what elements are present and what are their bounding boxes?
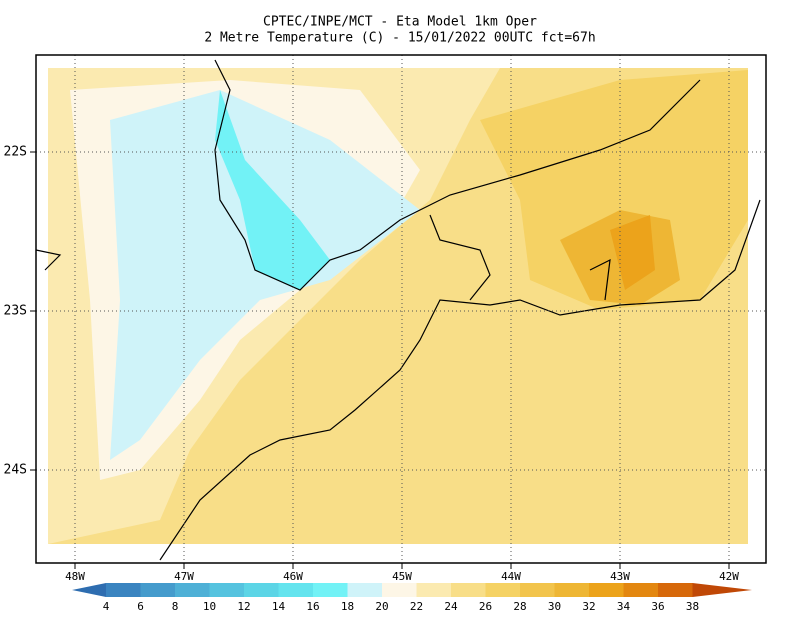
colorbar-segment bbox=[658, 583, 693, 597]
colorbar-segment bbox=[554, 583, 589, 597]
y-tick-label: 22S bbox=[4, 145, 27, 160]
grid: 48W 47W 46W 45W 44W 43W 42W 22S 23S 24S bbox=[4, 55, 766, 583]
colorbar-label: 20 bbox=[375, 600, 388, 613]
state-border-3 bbox=[589, 258, 611, 301]
colorbar-label: 26 bbox=[479, 600, 492, 613]
subtitle: 2 Metre Temperature (C) - 15/01/2022 00U… bbox=[204, 31, 595, 46]
colorbar-label: 8 bbox=[172, 600, 179, 613]
colorbar-label: 36 bbox=[651, 600, 664, 613]
field-warm bbox=[480, 70, 748, 310]
colorbar-label: 38 bbox=[686, 600, 699, 613]
coast bbox=[159, 199, 761, 561]
colorbar-segment bbox=[175, 583, 210, 597]
title: CPTEC/INPE/MCT - Eta Model 1km Oper bbox=[263, 15, 537, 30]
x-tick-label: 46W bbox=[283, 570, 303, 583]
y-tick-label: 24S bbox=[4, 463, 27, 478]
colorbar-label: 22 bbox=[410, 600, 423, 613]
state-border bbox=[214, 59, 701, 291]
colorbar-label: 30 bbox=[548, 600, 561, 613]
x-tick-label: 45W bbox=[392, 570, 412, 583]
colorbar-segment bbox=[347, 583, 382, 597]
colorbar-label: 6 bbox=[137, 600, 144, 613]
x-tick-label: 48W bbox=[65, 570, 85, 583]
x-tick-label: 47W bbox=[174, 570, 194, 583]
colorbar-segment bbox=[140, 583, 175, 597]
y-tick-label: 23S bbox=[4, 304, 27, 319]
colorbar-segment bbox=[692, 583, 752, 597]
map-frame bbox=[35, 54, 767, 564]
colorbar-label: 10 bbox=[203, 600, 216, 613]
temperature-field bbox=[48, 68, 748, 544]
colorbar-segment bbox=[72, 583, 106, 597]
colorbar-segment bbox=[278, 583, 313, 597]
colorbar-label: 4 bbox=[103, 600, 110, 613]
colorbar-label: 28 bbox=[513, 600, 526, 613]
field-hotter bbox=[610, 215, 655, 290]
colorbar-label: 34 bbox=[617, 600, 631, 613]
colorbar-segment bbox=[416, 583, 451, 597]
colorbar-label: 12 bbox=[237, 600, 250, 613]
colorbar-segment bbox=[313, 583, 348, 597]
field-cold bbox=[215, 90, 330, 290]
x-tick-label: 44W bbox=[501, 570, 521, 583]
colorbar-segment bbox=[244, 583, 279, 597]
state-border-2 bbox=[429, 214, 491, 301]
coastline bbox=[35, 59, 761, 561]
colorbar-label: 24 bbox=[444, 600, 458, 613]
colorbar-segment bbox=[589, 583, 624, 597]
colorbar-label: 18 bbox=[341, 600, 354, 613]
colorbar-segment bbox=[451, 583, 486, 597]
colorbar-segment bbox=[382, 583, 417, 597]
colorbar-label: 32 bbox=[582, 600, 595, 613]
colorbar-segment bbox=[485, 583, 520, 597]
colorbar-segment bbox=[106, 583, 141, 597]
x-tick-label: 43W bbox=[610, 570, 630, 583]
state-border-4 bbox=[35, 249, 62, 271]
colorbar: 4 6 8 10 12 14 16 18 20 22 24 26 28 30 32 34 36 38 bbox=[72, 583, 752, 613]
colorbar-segment bbox=[209, 583, 244, 597]
x-tick-label: 42W bbox=[719, 570, 739, 583]
colorbar-segment bbox=[520, 583, 555, 597]
colorbar-segment bbox=[623, 583, 658, 597]
colorbar-label: 14 bbox=[272, 600, 286, 613]
colorbar-label: 16 bbox=[306, 600, 319, 613]
